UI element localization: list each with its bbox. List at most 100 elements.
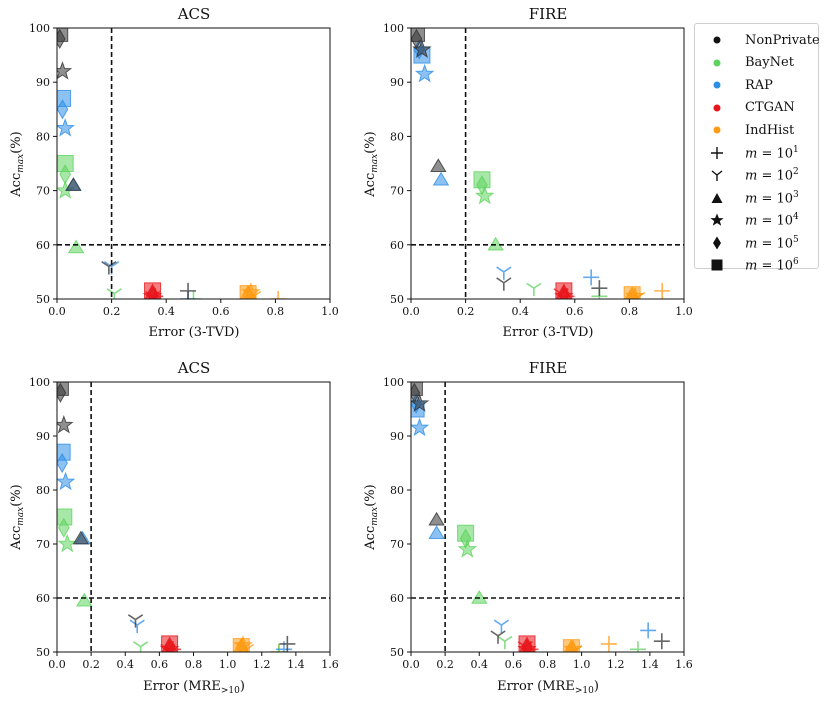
y-tick-label: 100 xyxy=(29,376,50,389)
x-axis-label: Error (MRE>10) xyxy=(143,679,245,696)
legend-entry-m3: m = 103 xyxy=(703,187,818,210)
data-point-rap-m1e3 xyxy=(432,171,450,186)
y-tick-label: 100 xyxy=(29,22,50,35)
y-tick-label: 90 xyxy=(390,76,404,89)
data-point-baynet-m1e4 xyxy=(57,533,78,553)
x-axis-label: Error (MRE>10) xyxy=(497,679,599,696)
y-tick-label: 80 xyxy=(390,130,404,143)
legend-label: CTGAN xyxy=(745,100,795,116)
y-tick-label: 70 xyxy=(36,538,50,551)
y-tick-label: 100 xyxy=(383,376,404,389)
x-tick-label: 0.6 xyxy=(505,658,523,671)
x-tick-label: 1.6 xyxy=(321,658,339,671)
data-point-rap-m1e3 xyxy=(428,525,445,539)
data-point-nonprivate-m1e4 xyxy=(412,39,432,58)
data-point-baynet-m1e3 xyxy=(487,236,504,251)
legend-entry-rap: RAP xyxy=(703,74,818,97)
data-point-rap-m1e2 xyxy=(129,619,145,633)
legend-label: m = 106 xyxy=(745,257,799,274)
dot-icon xyxy=(713,126,721,134)
markers xyxy=(57,28,287,299)
y-tick-label: 70 xyxy=(36,185,50,198)
y-tick-label: 50 xyxy=(36,293,50,306)
legend-label: m = 105 xyxy=(745,234,799,251)
data-point-baynet-m1e4 xyxy=(457,539,478,558)
data-point-ctgan-m1e1 xyxy=(165,641,182,652)
data-point-baynet-m1e1 xyxy=(629,641,646,652)
legend-entry-indhist: IndHist xyxy=(703,119,818,142)
data-point-nonprivate-m1e2 xyxy=(490,630,506,644)
data-point-rap-m1e2 xyxy=(493,619,510,633)
plus-marker-icon xyxy=(711,146,723,159)
data-point-nonprivate-m1e4 xyxy=(57,414,74,434)
data-point-baynet-m1e2 xyxy=(132,641,149,652)
data-point-nonprivate-m1e1 xyxy=(653,633,670,650)
data-point-indhist-m1e1 xyxy=(270,291,287,299)
y-tick-label: 60 xyxy=(36,239,50,252)
y-tick-label: 60 xyxy=(390,239,404,252)
data-point-baynet-m1e3 xyxy=(471,590,488,604)
x-tick-label: 0.8 xyxy=(621,305,639,318)
y-tick-label: 90 xyxy=(390,430,404,443)
data-point-baynet-m1e2 xyxy=(106,288,122,299)
x-tick-label: 0.4 xyxy=(157,305,175,318)
x-tick-label: 1.4 xyxy=(641,658,659,671)
y-tick-label: 50 xyxy=(390,646,404,659)
plot-frame xyxy=(410,381,685,653)
y-tick-label: 90 xyxy=(36,430,50,443)
data-point-baynet-m1e2 xyxy=(497,635,513,650)
x-tick-label: 1.0 xyxy=(321,305,339,318)
legend-label: m = 103 xyxy=(745,189,799,206)
panel-fire-tvd: FIRE Error (3-TVD) Accmax(%) 0.0 0.2 0.4 0.… xyxy=(363,5,693,340)
x-tick-label: 0.0 xyxy=(402,658,420,671)
x-tick-label: 0.8 xyxy=(267,305,285,318)
data-point-nonprivate-m1e4 xyxy=(411,393,430,412)
data-point-nonprivate-m1e1 xyxy=(591,280,608,297)
dot-icon xyxy=(713,36,721,44)
panel-title: FIRE xyxy=(529,5,568,23)
legend-entry-m5: m = 105 xyxy=(703,232,818,255)
y-tick-label: 80 xyxy=(36,130,50,143)
data-point-nonprivate-m1e4 xyxy=(57,61,73,80)
data-point-ctgan-m1e1 xyxy=(522,641,539,652)
tri-down-marker-icon xyxy=(711,170,723,182)
data-point-indhist-m1e2 xyxy=(245,290,262,299)
data-point-indhist-m1e1 xyxy=(654,282,671,299)
triangle-marker-icon xyxy=(711,192,723,203)
x-tick-label: 1.0 xyxy=(675,305,693,318)
panel-title: ACS xyxy=(177,359,211,377)
x-tick-label: 0.2 xyxy=(436,658,454,671)
square-marker-icon xyxy=(711,259,723,271)
data-point-nonprivate-m1e1 xyxy=(279,635,296,652)
y-tick-label: 80 xyxy=(36,484,50,497)
x-tick-label: 0.0 xyxy=(48,658,66,671)
legend: NonPrivate BayNet RAP CTGAN IndHist m = … xyxy=(694,23,820,273)
y-axis-label: Accmax(%) xyxy=(363,131,380,197)
x-tick-label: 0.4 xyxy=(117,658,135,671)
data-point-nonprivate-m1e3 xyxy=(430,158,447,172)
dot-icon xyxy=(713,81,721,89)
markers xyxy=(411,28,671,299)
x-tick-label: 0.2 xyxy=(82,658,100,671)
y-tick-label: 70 xyxy=(390,538,404,551)
legend-label: m = 101 xyxy=(745,144,799,161)
data-point-baynet-m1e3 xyxy=(67,239,85,254)
data-point-nonprivate-m1e3 xyxy=(72,530,90,545)
data-point-nonprivate-m1e2 xyxy=(101,261,117,275)
x-tick-label: 0.4 xyxy=(511,305,529,318)
dot-icon xyxy=(713,59,721,67)
data-point-rap-m1e5 xyxy=(57,99,69,120)
data-point-indhist-m1e3 xyxy=(564,639,579,652)
data-point-nonprivate-m1e1 xyxy=(180,282,197,299)
y-tick-label: 50 xyxy=(36,646,50,659)
panel-title: ACS xyxy=(177,5,211,23)
data-point-baynet-m1e1 xyxy=(270,644,287,652)
x-tick-label: 1.2 xyxy=(253,658,271,671)
dot-icon xyxy=(713,104,721,112)
legend-label: m = 104 xyxy=(745,212,799,229)
plot-frame xyxy=(56,381,331,653)
x-tick-label: 1.0 xyxy=(219,658,237,671)
plot-frame xyxy=(56,27,331,300)
y-tick-label: 80 xyxy=(390,484,404,497)
